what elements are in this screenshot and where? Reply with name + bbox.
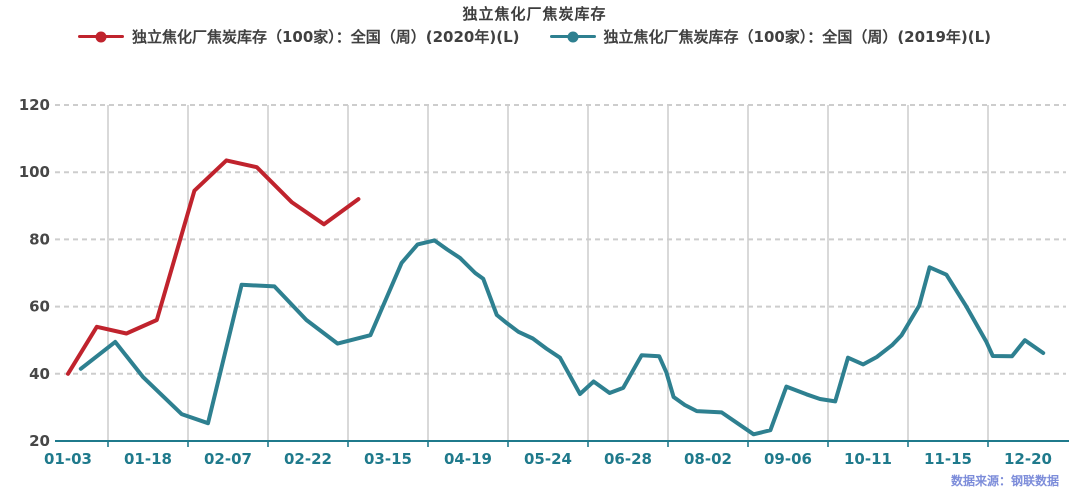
legend-label-2020: 独立焦化厂焦炭库存（100家）：全国（周）(2020年)(L) — [131, 28, 520, 46]
x-axis-label: 02-22 — [284, 450, 332, 468]
legend-line-dot-marker-icon — [549, 30, 596, 43]
y-axis-label: 40 — [29, 365, 50, 383]
series-line-2020 — [66, 158, 361, 376]
y-axis-label: 60 — [29, 298, 50, 316]
chart-title: 独立焦化厂焦炭库存 — [462, 5, 607, 23]
y-axis-label: 100 — [19, 163, 50, 181]
data-source-note: 数据来源：钢联数据 — [950, 474, 1059, 488]
x-axis-label: 09-06 — [764, 450, 812, 468]
legend-label-2019: 独立焦化厂焦炭库存（100家）：全国（周）(2019年)(L) — [603, 28, 992, 46]
x-axis-label: 04-19 — [444, 450, 492, 468]
legend-item-2020[interactable]: 独立焦化厂焦炭库存（100家）：全国（周）(2020年)(L) — [77, 26, 520, 47]
y-axis-label: 120 — [19, 96, 50, 114]
legend-line-dot-marker-icon — [77, 30, 124, 43]
series-line-2019 — [78, 238, 1046, 437]
x-axis-label: 12-20 — [1004, 450, 1052, 468]
x-axis-label: 05-24 — [524, 450, 572, 468]
x-axis-label: 01-18 — [124, 450, 172, 468]
x-axis-label: 08-02 — [684, 450, 732, 468]
legend-marker-dot — [567, 31, 578, 42]
x-axis-label: 01-03 — [44, 450, 92, 468]
x-axis-label: 11-15 — [924, 450, 972, 468]
x-axis-label: 03-15 — [364, 450, 412, 468]
y-axis-label: 20 — [29, 432, 50, 450]
x-axis-label: 02-07 — [204, 450, 252, 468]
x-axis-label: 10-11 — [844, 450, 892, 468]
legend: 独立焦化厂焦炭库存（100家）：全国（周）(2020年)(L) 独立焦化厂焦炭库… — [0, 26, 1069, 47]
legend-marker-dot — [95, 31, 107, 42]
legend-item-2019[interactable]: 独立焦化厂焦炭库存（100家）：全国（周）(2019年)(L) — [549, 26, 992, 47]
y-axis-label: 80 — [29, 230, 50, 248]
x-axis-label: 06-28 — [604, 450, 652, 468]
